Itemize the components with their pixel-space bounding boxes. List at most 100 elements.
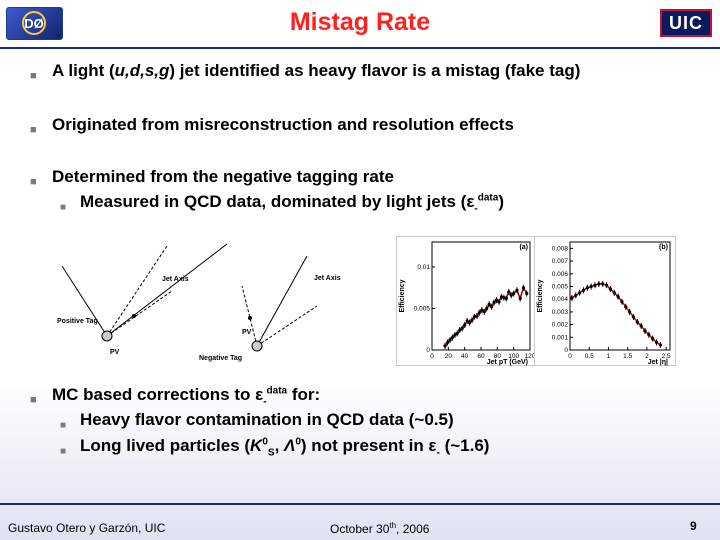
bullet-4-post: for: xyxy=(287,385,321,404)
data-point xyxy=(487,302,491,306)
data-point xyxy=(651,336,655,341)
data-point xyxy=(475,314,479,318)
tagging-diagram: Jet Axis Positive Tag PV Jet Axis PV Neg… xyxy=(57,243,341,362)
data-point xyxy=(604,283,609,287)
plot-area xyxy=(569,241,671,351)
sub2-pre: Long lived particles ( xyxy=(80,436,251,455)
data-point xyxy=(639,324,643,328)
data-point xyxy=(458,328,462,332)
data-point xyxy=(507,290,511,294)
data-point xyxy=(490,305,494,309)
data-point xyxy=(570,296,574,300)
chart-frame xyxy=(396,236,536,366)
sub2-k-sub: S xyxy=(267,447,275,459)
jet-axis-line-2 xyxy=(256,255,308,347)
data-point xyxy=(472,315,477,319)
bullet-1-post: ) jet identified as heavy flavor is a mi… xyxy=(169,61,581,80)
data-point xyxy=(512,291,516,296)
bullet-1: A light (u,d,s,g) jet identified as heav… xyxy=(52,61,580,81)
x-tick-label: 0.5 xyxy=(585,353,594,360)
y-axis-label: Efficiency xyxy=(399,279,406,312)
data-point xyxy=(589,284,593,289)
data-point xyxy=(616,295,620,299)
bullet-1-italic: u,d,s,g xyxy=(114,61,170,80)
panel-label: (a) xyxy=(519,244,528,251)
data-point xyxy=(597,282,601,286)
x-tick-label: 2.5 xyxy=(662,353,671,360)
data-point xyxy=(515,288,519,292)
d0-logo-text: DØ xyxy=(24,16,44,31)
y-axis-label: Efficiency xyxy=(537,279,544,312)
data-point xyxy=(450,335,455,340)
data-point xyxy=(465,319,469,323)
data-point xyxy=(448,338,452,342)
data-point xyxy=(453,333,457,337)
bullet-4-eps-sup: data xyxy=(266,385,288,397)
bullet-4-eps: ε xyxy=(255,385,264,404)
bullet-3-sub-eps: ε xyxy=(466,192,475,211)
bullet-marker-3: ■ xyxy=(30,176,37,188)
y-tick-label: 0 xyxy=(426,347,430,354)
y-tick-label: 0.007 xyxy=(552,258,569,265)
sub2-end: (~1.6) xyxy=(439,436,490,455)
data-point xyxy=(525,291,529,296)
sub2-post: ) not present in xyxy=(300,436,429,455)
data-point xyxy=(455,331,459,335)
x-tick-label: 1 xyxy=(607,353,611,360)
data-point xyxy=(499,295,504,299)
negative-tag-label: Negative Tag xyxy=(199,355,242,362)
bullet-3-sub-eps-sub: - xyxy=(474,203,478,215)
data-point xyxy=(482,310,486,314)
data-point xyxy=(620,300,624,304)
data-point xyxy=(658,343,662,347)
bullet-4: MC based corrections to ε-data for: xyxy=(52,385,320,407)
header-divider xyxy=(0,47,720,49)
y-tick-label: 0.005 xyxy=(552,283,569,290)
data-point xyxy=(521,286,526,290)
sub2-k: K xyxy=(250,436,263,455)
data-point xyxy=(467,320,472,325)
pv-marker-2 xyxy=(251,340,263,352)
sub2-eps: ε xyxy=(428,436,437,455)
data-point xyxy=(497,300,501,304)
y-tick-label: 0.001 xyxy=(552,334,569,341)
x-tick-label: 2 xyxy=(645,353,649,360)
bullet-4-eps-sub: - xyxy=(263,396,267,408)
jet-axis-line-1 xyxy=(106,243,228,337)
pv-marker-1 xyxy=(101,330,113,342)
page-number: 9 xyxy=(690,519,697,533)
jet-axis-label-2: Jet Axis xyxy=(314,275,341,282)
sv-marker-2 xyxy=(248,316,252,320)
bullet-4-sub-1: Heavy flavor contamination in QCD data (… xyxy=(80,410,454,429)
x-axis-label: Jet |η| xyxy=(648,359,668,366)
data-point xyxy=(654,340,659,344)
data-point xyxy=(470,318,474,322)
data-point xyxy=(624,305,628,309)
sub2-sep: , xyxy=(274,436,285,455)
data-point xyxy=(608,287,612,291)
pv-label-2: PV xyxy=(242,329,252,336)
bullet-2: Originated from misreconstruction and re… xyxy=(52,115,514,134)
bullet-1-pre: A light ( xyxy=(52,61,115,80)
x-tick-label: 0 xyxy=(430,353,434,360)
bullet-marker-1: ■ xyxy=(30,70,37,82)
data-point xyxy=(635,320,639,324)
sub-marker-4a: ■ xyxy=(60,420,67,431)
y-tick-label: 0.005 xyxy=(414,305,431,312)
d0-logo: DØ xyxy=(6,7,63,40)
footer-author: Gustavo Otero y Garzón, UIC xyxy=(8,521,166,535)
data-point xyxy=(581,288,586,292)
sub2-lambda: Λ xyxy=(284,436,296,455)
positive-tag-label: Positive Tag xyxy=(57,318,98,325)
data-point xyxy=(518,296,522,301)
y-tick-label: 0.002 xyxy=(552,322,569,329)
data-point xyxy=(485,306,489,311)
x-tick-label: 80 xyxy=(494,353,502,360)
x-axis-label: Jet pT (GeV) xyxy=(487,359,528,366)
data-point xyxy=(631,315,636,319)
x-tick-label: 120 xyxy=(525,353,536,360)
page-title: Mistag Rate xyxy=(289,8,431,36)
chart-frame xyxy=(534,236,676,366)
data-point xyxy=(504,296,508,301)
data-point xyxy=(612,291,616,295)
